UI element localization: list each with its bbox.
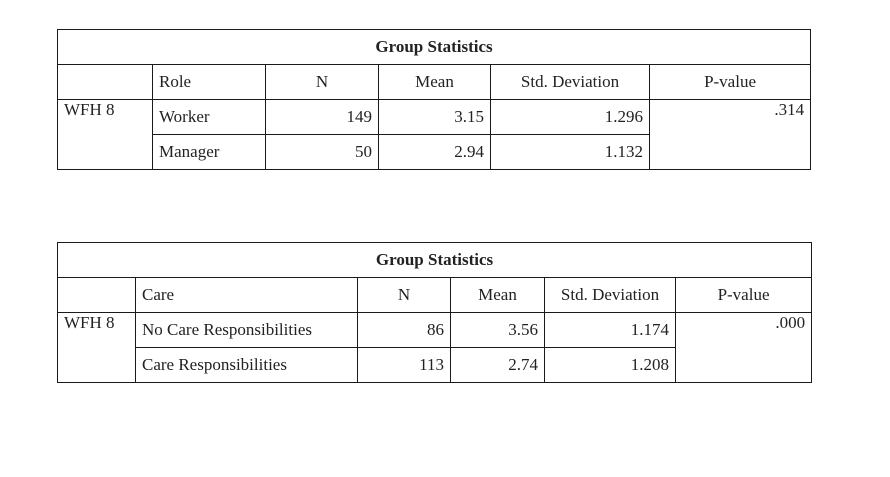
group-statistics-table-care: Group Statistics Care N Mean Std. Deviat… <box>56 242 813 383</box>
header-n: N <box>357 277 451 313</box>
mean-value: 3.15 <box>378 99 491 135</box>
header-mean: Mean <box>450 277 545 313</box>
sd-value: 1.208 <box>544 347 676 383</box>
header-std-deviation: Std. Deviation <box>490 64 650 100</box>
sd-value: 1.296 <box>490 99 650 135</box>
group-name: Manager <box>152 134 266 170</box>
n-value: 50 <box>265 134 379 170</box>
group-statistics-table-role: Group Statistics Role N Mean Std. Deviat… <box>56 29 812 170</box>
table-title: Group Statistics <box>56 242 813 278</box>
header-mean: Mean <box>378 64 491 100</box>
mean-value: 2.74 <box>450 347 545 383</box>
table-title-row: Group Statistics <box>56 242 813 278</box>
table-title: Group Statistics <box>56 29 812 65</box>
sd-value: 1.174 <box>544 312 676 348</box>
table-row: WFH 8 Worker 149 3.15 1.296 .314 <box>57 99 812 170</box>
mean-value: 3.56 <box>450 312 545 348</box>
table-row: Care Responsibilities 113 2.74 1.208 <box>58 347 812 383</box>
p-value: .314 <box>648 99 812 170</box>
variable-label: WFH 8 <box>57 99 153 170</box>
table-header-row: Care N Mean Std. Deviation P-value <box>57 277 813 313</box>
header-std-deviation: Std. Deviation <box>544 277 676 313</box>
n-value: 113 <box>357 347 451 383</box>
header-group: Care <box>135 277 358 313</box>
header-group: Role <box>152 64 266 100</box>
header-blank <box>57 277 136 313</box>
sd-value: 1.132 <box>490 134 650 170</box>
n-value: 86 <box>357 312 451 348</box>
mean-value: 2.94 <box>378 134 491 170</box>
table-header-row: Role N Mean Std. Deviation P-value <box>57 64 812 100</box>
group-name: Worker <box>152 99 266 135</box>
header-p-value: P-value <box>648 64 812 100</box>
table-row: Manager 50 2.94 1.132 <box>58 134 811 170</box>
header-n: N <box>265 64 379 100</box>
table-row: WFH 8 No Care Responsibilities 86 3.56 1… <box>57 312 813 383</box>
table-title-row: Group Statistics <box>56 29 812 65</box>
variable-label: WFH 8 <box>57 312 136 383</box>
header-blank <box>57 64 153 100</box>
group-name: No Care Responsibilities <box>135 312 358 348</box>
header-p-value: P-value <box>674 277 813 313</box>
group-name: Care Responsibilities <box>135 347 358 383</box>
n-value: 149 <box>265 99 379 135</box>
p-value: .000 <box>674 312 813 383</box>
